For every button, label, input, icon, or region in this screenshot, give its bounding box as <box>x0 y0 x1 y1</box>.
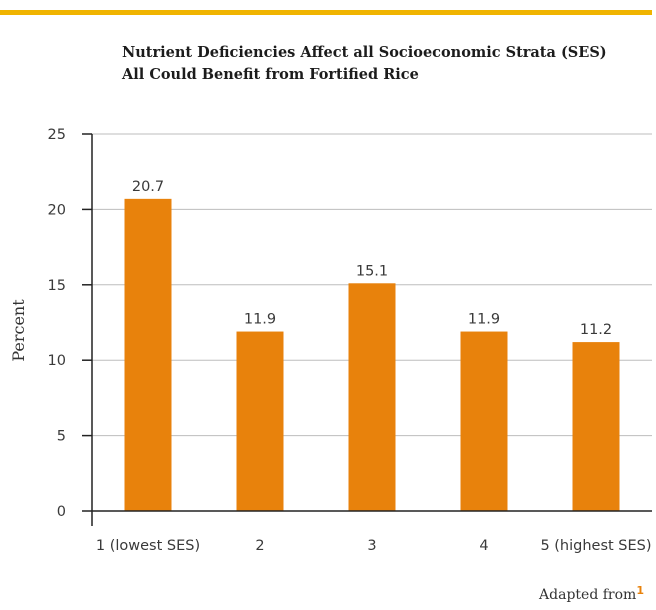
chart-subtitle: All Could Benefit from Fortified Rice <box>122 66 419 83</box>
axes <box>82 133 652 526</box>
x-tick-label: 3 <box>367 538 376 554</box>
labels: 0 5 10 15 20 25 20.7 1 (lowest SES) 11.9 2 15.1 3 11… <box>48 127 652 554</box>
y-tick-label: 10 <box>48 353 66 369</box>
bar-value-label: 15.1 <box>356 263 388 279</box>
bar <box>460 331 508 511</box>
y-tick-label: 15 <box>48 278 66 294</box>
chart-title: Nutrient Deficiencies Affect all Socioec… <box>122 44 607 61</box>
bar-value-label: 11.9 <box>244 312 276 328</box>
y-tick-label: 0 <box>57 504 66 520</box>
x-tick-label: 2 <box>255 538 264 554</box>
bars <box>124 198 620 511</box>
bar-value-label: 20.7 <box>132 179 164 195</box>
x-tick-label: 5 (highest SES) <box>540 538 651 554</box>
chart-title-block: Nutrient Deficiencies Affect all Socioec… <box>122 42 642 86</box>
bar <box>124 198 172 511</box>
x-tick-label: 4 <box>479 538 488 554</box>
x-tick-label: 1 (lowest SES) <box>96 538 200 554</box>
bar <box>236 331 284 511</box>
bar <box>348 283 396 511</box>
footnote-text: Adapted from <box>539 587 637 603</box>
source-footnote: Adapted from1 <box>539 584 644 603</box>
bar-value-label: 11.2 <box>580 322 612 338</box>
bar-value-label: 11.9 <box>468 312 500 328</box>
y-tick-label: 20 <box>48 202 66 218</box>
footnote-reference: 1 <box>636 584 644 597</box>
bar <box>572 342 620 511</box>
y-tick-label: 25 <box>48 127 66 143</box>
y-tick-label: 5 <box>57 429 66 445</box>
top-accent-rule <box>0 10 652 15</box>
y-axis-label: Percent <box>9 299 28 362</box>
